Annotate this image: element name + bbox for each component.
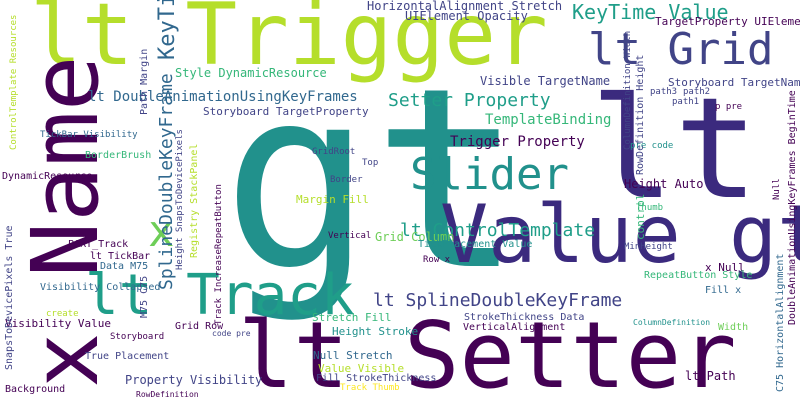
word-track-increaserepeatbutton: Track IncreaseRepeatButton — [214, 184, 224, 325]
word-dynamicresource: DynamicResource — [2, 171, 93, 182]
word-storyboard-targetproperty: Storyboard TargetProperty — [203, 105, 369, 118]
word-path1: path1 — [672, 97, 700, 107]
word-margin-fill: Margin Fill — [296, 193, 369, 206]
word-height-stroke: Height Stroke — [332, 325, 419, 338]
word-style-dynamicresource: Style DynamicResource — [175, 66, 327, 80]
word-lt-splinedoublekeyframe: lt SplineDoubleKeyFrame — [373, 290, 623, 311]
word-uielement-opacity: UIElement Opacity — [405, 9, 528, 23]
word-top: Top — [362, 158, 379, 168]
word-borderbrush: BorderBrush — [85, 150, 152, 161]
word-background: Background — [5, 384, 66, 395]
word-lt-controltemplate: lt ControlTemplate — [400, 220, 596, 241]
word-keytime-value: KeyTime Value — [572, 0, 729, 24]
word-tickbar-visibility: TickBar Visibility — [40, 130, 138, 140]
word-storyboard: Storyboard — [110, 332, 165, 342]
word-fill-x: Fill x — [705, 285, 742, 296]
word-verticalalignment: VerticalAlignment — [463, 322, 566, 333]
word-pre-code: pre code — [630, 141, 674, 151]
word-storyboard-targetname: Storyboard TargetName — [668, 76, 800, 89]
word-track-thumb: Track Thumb — [340, 383, 400, 393]
word-m75-c75: M75 C75 — [139, 275, 150, 318]
word-lt-path: lt Path — [685, 369, 736, 383]
word-grid-column: Grid Column — [375, 230, 455, 244]
word-visibility-value: Visibility Value — [5, 317, 111, 330]
word-columndefinition-width: ColumnDefinition Width — [623, 30, 633, 150]
word-vertical: Vertical — [328, 231, 372, 241]
word-stretch-fill: Stretch Fill — [312, 311, 392, 324]
word-property-visibility: Property Visibility — [125, 373, 263, 387]
word-code-pre: code pre — [212, 329, 251, 338]
word-visible-targetname: Visible TargetName — [480, 74, 611, 88]
word-horizontalalignment-stretch: HorizontalAlignment Stretch — [367, 0, 563, 13]
word-control: control — [634, 193, 647, 240]
word-rowdefinition-height: RowDefinition Height — [635, 54, 646, 175]
word-repeatbutton-style: RepeatButton Style — [644, 270, 753, 281]
word-true-placement: True Placement — [85, 351, 170, 362]
word-thumb: Thumb — [636, 203, 664, 213]
word-lt-doubleanimation: lt DoubleAnimationUsingKeyFrames — [88, 89, 358, 105]
word-create: create — [46, 309, 79, 319]
word-x: x — [148, 206, 175, 257]
word-slider: Slider — [410, 149, 569, 200]
word-null-stretch: Null Stretch — [313, 349, 393, 362]
word-part-track: PART_Track — [68, 239, 129, 250]
word-p-pre: p pre — [715, 102, 743, 112]
word-setter-property: Setter Property — [388, 90, 551, 111]
word-lt-right: lt — [590, 68, 759, 231]
word-lt-grid: lt Grid — [588, 24, 774, 75]
word-lt-trigger: lt Trigger — [30, 0, 548, 85]
word-data-m75: Data M75 — [100, 261, 149, 272]
word-value-gt: Value gt — [440, 188, 800, 281]
word-x-null: x Null — [705, 261, 745, 274]
word-null: Null — [772, 178, 782, 200]
word-targetproperty-uielement: TargetProperty UIElement — [655, 15, 800, 28]
word-snapstodevicepixels-true: SnapsToDevicePixels True — [4, 225, 15, 371]
word-gt: gt — [222, 34, 524, 325]
word-row-x: Row x — [423, 255, 451, 265]
word-strokethickness-data: StrokeThickness Data — [464, 312, 585, 323]
word-width: Width — [718, 322, 749, 333]
word-lt-setter: lt Setter — [238, 302, 737, 400]
word-grid-row: Grid Row — [175, 321, 224, 332]
word-minheight: MinHeight — [624, 242, 673, 252]
word-path3: path3 — [650, 87, 678, 97]
word-doubleanimation-begintime: DoubleAnimationUsingKeyFrames BeginTime — [787, 90, 798, 325]
word-path2: path2 — [683, 87, 711, 97]
word-height-snapstodevicepixels: Height SnapsToDevicePixels — [175, 129, 185, 270]
word-height-auto: Height Auto — [624, 177, 704, 191]
word-lt-track: lt Track — [85, 263, 355, 328]
word-controltemplate-resources: ControlTemplate Resources — [9, 14, 19, 150]
word-lt-tickbar: lt TickBar — [90, 251, 151, 262]
word-trigger-property: Trigger Property — [450, 134, 585, 150]
word-keytime: KeyTime — [155, 0, 180, 60]
word-border: Border — [330, 175, 363, 185]
word-value-visible: Value Visible — [318, 362, 405, 375]
word-templatebinding: TemplateBinding — [485, 112, 612, 128]
word-registry-stackpanel: Registry StackPanel — [189, 143, 200, 258]
word-path-margin: Path Margin — [139, 48, 150, 115]
word-visibility-collapsed: Visibility Collapsed — [40, 282, 161, 293]
word-x-name: x Name — [12, 55, 119, 388]
word-c75-horizontalalignment: C75 HorizontalAlignment — [775, 253, 786, 392]
word-fill-strokethickness: Fill StrokeThickness — [316, 373, 437, 384]
word-splinedoublekeyframe: SplineDoubleKeyFrame — [156, 73, 177, 290]
word-columndefinition: ColumnDefinition — [633, 318, 711, 327]
word-gridroot: GridRoot — [312, 147, 356, 157]
word-rowdefinition: RowDefinition — [136, 390, 199, 399]
word-tickplacement-value: TickPlacement Value — [418, 239, 533, 250]
